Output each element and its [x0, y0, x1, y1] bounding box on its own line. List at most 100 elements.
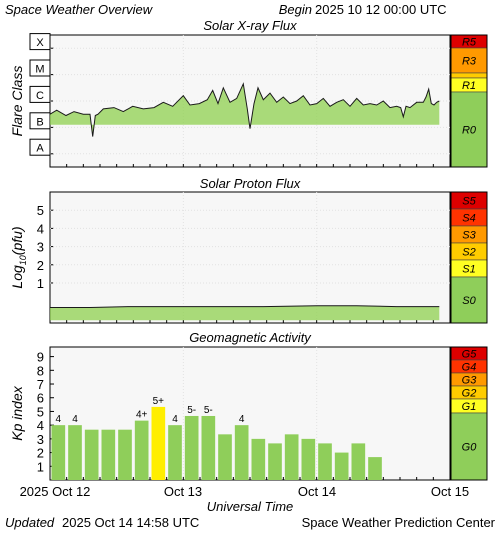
flare-class-label: X [36, 37, 44, 49]
kp-bar-label: 4 [172, 414, 178, 425]
flare-class-label: A [36, 143, 44, 155]
flare-class-label: M [35, 64, 44, 76]
kp-bar-label: 5+ [153, 396, 165, 407]
scale-label: S5 [462, 196, 476, 208]
xray-panel-title: Solar X-ray Flux [203, 18, 297, 33]
scale-label: S2 [462, 247, 475, 259]
plot-area [49, 191, 451, 324]
kp-bar [218, 434, 232, 480]
kp-tick-label: 3 [37, 432, 44, 447]
kp-bar [151, 406, 166, 480]
scale-label: G0 [462, 442, 478, 454]
flare-class-box [29, 33, 51, 51]
scale-label: G5 [462, 349, 478, 361]
xray-flux-line [49, 82, 440, 137]
panel-1 [49, 191, 451, 324]
proton-flux-fill [50, 305, 440, 321]
kp-bar [201, 415, 216, 480]
updated-label: Updated [5, 515, 55, 530]
xray-axis: A B C M X Flare Class [9, 33, 450, 156]
kp-bar [184, 415, 199, 480]
scale-label: S0 [462, 295, 476, 307]
proton-tick-label: 4 [37, 221, 44, 236]
time-axis: 2025 Oct 12 Oct 13 Oct 14 Oct 15 Univers… [20, 484, 470, 514]
flare-class-box [29, 138, 51, 156]
scale-column-1: S5 S4 S3 S2 S1 S0 [450, 191, 488, 324]
scale-label: G2 [462, 388, 477, 400]
scale-label: G4 [462, 362, 477, 374]
proton-tick-label: 2 [37, 258, 44, 273]
kp-bar [168, 425, 182, 480]
kp-bar [51, 425, 66, 480]
flare-class-label: B [36, 116, 43, 128]
flare-class-label: C [36, 90, 44, 102]
scale-band [450, 47, 488, 74]
kp-bar [101, 429, 116, 480]
kp-bar [284, 434, 299, 480]
kp-bar-label: 5- [204, 405, 213, 416]
time-tick-oct14: Oct 14 [298, 484, 336, 499]
kp-bar [84, 429, 99, 480]
begin-label: Begin [279, 2, 312, 17]
proton-tick-label: 3 [37, 240, 44, 255]
kp-tick-label: 4 [37, 418, 44, 433]
kp-tick-label: 9 [37, 350, 44, 365]
scale-label: G1 [462, 401, 477, 413]
proton-tick-label: 5 [37, 203, 44, 218]
kp-bar [251, 438, 266, 480]
time-tick-oct12: 2025 Oct 12 [20, 484, 91, 499]
kp-tick-label: 8 [37, 363, 44, 378]
scale-label: R0 [462, 125, 477, 137]
proton-ylabel: Log10(pfu) [9, 226, 28, 288]
scale-label: G3 [462, 375, 478, 387]
kp-bar-label: 4+ [136, 410, 148, 421]
scale-frame [450, 346, 488, 481]
scale-column-0: R5 R3 R1 R0 [450, 34, 488, 168]
proton-panel-title: Solar Proton Flux [200, 176, 301, 191]
scale-label: R1 [462, 80, 476, 92]
kp-bar [301, 438, 316, 480]
kp-tick-label: 7 [37, 377, 44, 392]
kp-ylabel: Kp index [9, 385, 25, 440]
kp-bar [318, 443, 332, 480]
swpc-credit: Space Weather Prediction Center [302, 515, 496, 530]
scale-band [450, 276, 488, 324]
scale-frame [450, 191, 488, 324]
kp-tick-label: 1 [37, 459, 44, 474]
kp-bar [118, 429, 132, 480]
panel-2 [49, 346, 451, 481]
kp-bar [234, 425, 249, 480]
kp-bar [134, 420, 149, 480]
time-tick-oct13: Oct 13 [164, 484, 202, 499]
kp-tick-label: 5 [37, 404, 44, 419]
flare-class-box [29, 85, 51, 103]
scale-label: R3 [462, 56, 477, 68]
kp-bar-label: 5- [187, 405, 196, 416]
xray-flux-fill [50, 83, 440, 137]
xray-ylabel: Flare Class [9, 66, 25, 137]
kp-tick-label: 6 [37, 391, 44, 406]
kp-bar-label: 4 [56, 414, 62, 425]
time-axis-title: Universal Time [207, 499, 294, 514]
scale-band [450, 72, 488, 79]
scale-label: S1 [462, 264, 475, 276]
kp-bar [368, 457, 382, 480]
kp-bar [68, 425, 82, 480]
proton-axis: 1 2 3 4 5 Log10(pfu) [9, 203, 450, 291]
updated-value: 2025 Oct 14 14:58 UTC [62, 515, 199, 530]
kp-bar [351, 443, 366, 480]
kp-bar [268, 443, 282, 480]
kp-tick-label: 2 [37, 446, 44, 461]
kp-bar [334, 452, 349, 480]
scale-label: S3 [462, 230, 476, 242]
plot-area [49, 346, 451, 481]
scale-label: R5 [462, 37, 477, 49]
page-title: Space Weather Overview [5, 2, 154, 17]
scale-label: S4 [462, 213, 475, 225]
time-tick-oct15: Oct 15 [431, 484, 469, 499]
proton-flux-line [50, 305, 440, 308]
